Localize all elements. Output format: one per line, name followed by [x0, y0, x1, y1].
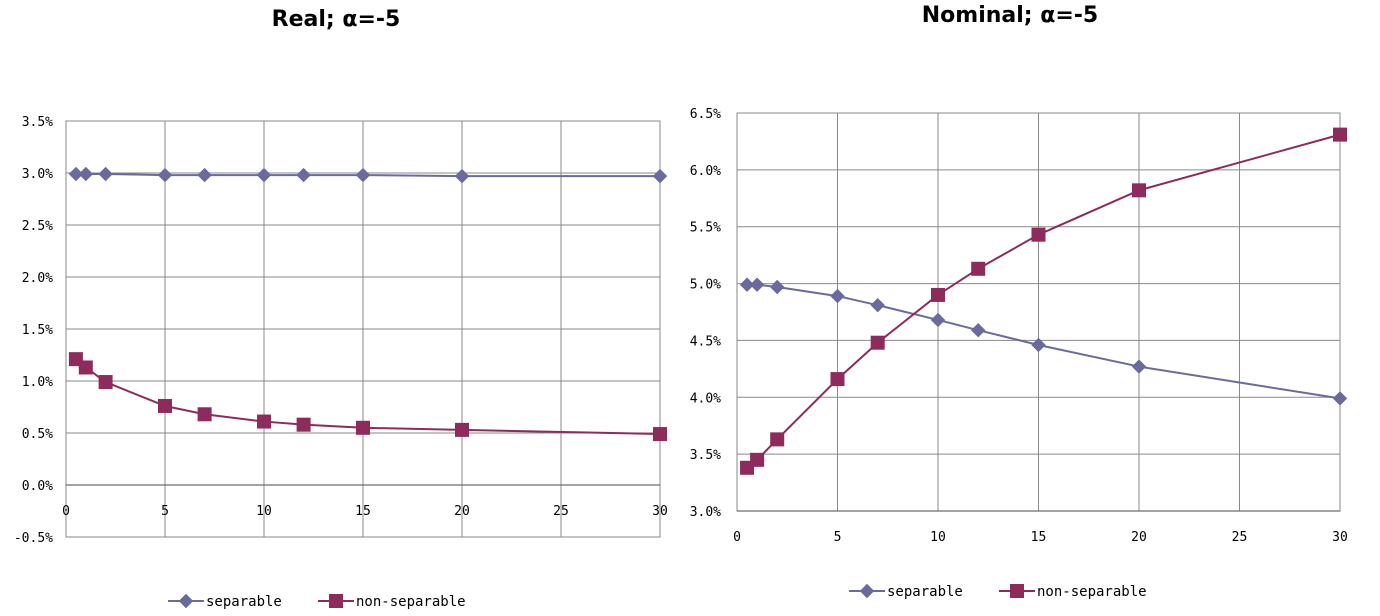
x-tick-label: 20: [1131, 530, 1147, 545]
legend-marker-square: [329, 594, 343, 608]
data-point-separable: [930, 312, 946, 328]
data-point-separable: [296, 167, 311, 183]
x-tick-label: 30: [1332, 530, 1348, 545]
data-point-separable: [870, 297, 885, 313]
y-tick-label: 6.0%: [690, 164, 721, 179]
y-tick-label: 4.5%: [690, 334, 721, 349]
data-point-non-separable: [770, 432, 785, 447]
x-tick-label: 0: [733, 530, 741, 545]
data-point-separable: [749, 277, 765, 292]
y-tick-label: 0.5%: [22, 427, 53, 442]
data-point-separable: [98, 166, 113, 182]
data-point-separable: [1131, 359, 1147, 374]
data-point-separable: [830, 288, 845, 304]
y-tick-label: 3.5%: [690, 448, 721, 463]
legend-item-non-separable: non-separable: [318, 594, 466, 610]
data-point-non-separable: [158, 398, 172, 413]
y-tick-label: 3.5%: [22, 115, 53, 130]
y-tick-label: 5.5%: [690, 221, 721, 236]
y-tick-label: 3.0%: [690, 505, 721, 520]
data-point-non-separable: [1031, 227, 1046, 242]
data-point-separable: [1031, 337, 1046, 353]
data-point-separable: [68, 166, 84, 182]
x-tick-label: 0: [62, 504, 70, 519]
data-point-separable: [652, 168, 668, 184]
series-separable: [739, 277, 1348, 406]
legend-label: non-separable: [356, 594, 466, 610]
data-point-non-separable: [830, 372, 845, 387]
legend-marker-diamond: [178, 593, 194, 609]
data-point-separable: [1332, 391, 1348, 406]
x-tick-label: 30: [652, 504, 668, 519]
x-tick-label: 5: [834, 530, 842, 545]
series-non-separable: [740, 127, 1347, 475]
x-tick-label: 15: [355, 504, 371, 519]
data-point-non-separable: [931, 287, 945, 302]
data-point-non-separable: [296, 417, 311, 432]
x-tick-label: 25: [1232, 530, 1248, 545]
x-tick-label: 10: [256, 504, 272, 519]
data-point-non-separable: [197, 407, 212, 422]
y-tick-label: 1.0%: [22, 375, 53, 390]
data-point-non-separable: [1333, 127, 1347, 142]
y-tick-label: 1.5%: [22, 323, 53, 338]
grid: [736, 112, 1341, 512]
x-tick-label: 10: [930, 530, 946, 545]
series-line-non-separable: [75, 358, 661, 436]
plot-area: [65, 120, 661, 538]
legend-item-non-separable: non-separable: [999, 584, 1147, 600]
legend-label: separable: [887, 584, 963, 600]
data-point-non-separable: [455, 422, 469, 437]
y-tick-label: 5.0%: [690, 278, 721, 293]
series-line-separable: [75, 173, 660, 178]
legend: separable non-separable: [168, 593, 466, 610]
data-point-non-separable: [1132, 183, 1146, 198]
data-point-non-separable: [78, 360, 93, 375]
y-tick-label: -0.5%: [14, 531, 53, 546]
legend-item-separable: separable: [849, 583, 963, 600]
legend-label: non-separable: [1037, 584, 1147, 600]
data-point-separable: [355, 167, 371, 183]
data-point-separable: [769, 279, 785, 295]
data-point-non-separable: [98, 375, 113, 390]
x-tick-label: 5: [161, 504, 169, 519]
y-tick-label: 6.5%: [690, 107, 721, 122]
legend-item-separable: separable: [168, 593, 282, 610]
x-tick-label: 20: [454, 504, 470, 519]
legend-marker-diamond: [859, 583, 875, 599]
grid: [65, 120, 661, 538]
data-point-non-separable: [971, 261, 986, 276]
y-tick-label: 0.0%: [22, 479, 53, 494]
data-point-non-separable: [750, 452, 765, 467]
y-tick-label: 4.0%: [690, 391, 721, 406]
series-line-non-separable: [746, 133, 1341, 469]
legend-marker-square: [1010, 584, 1024, 598]
data-point-separable: [78, 166, 94, 182]
data-point-separable: [739, 277, 755, 292]
y-tick-label: 2.5%: [22, 219, 53, 234]
series-non-separable: [68, 352, 667, 442]
data-point-non-separable: [870, 335, 885, 350]
data-point-non-separable: [653, 427, 667, 442]
chart-title: Nominal; α=-5: [922, 3, 1098, 28]
data-point-separable: [197, 167, 212, 183]
y-tick-label: 2.0%: [22, 271, 53, 286]
chart-1: Real; α=-5 0 5 10 15 20 25 30 -0.5% 0.0% 0.5% 1.0% 1…: [14, 7, 668, 610]
chart-2: Nominal; α=-5 0 5 10 15 20 25 30 3.0% 3.5% 4.0% 4.5…: [690, 3, 1348, 600]
legend-label: separable: [206, 594, 282, 610]
series-separable: [68, 166, 668, 184]
x-tick-label: 25: [553, 504, 569, 519]
data-point-separable: [454, 168, 470, 184]
chart-title: Real; α=-5: [272, 7, 401, 32]
data-point-separable: [157, 167, 173, 183]
legend: separable non-separable: [849, 583, 1147, 600]
series-line-separable: [747, 283, 1341, 400]
data-point-non-separable: [257, 414, 271, 429]
data-point-separable: [256, 167, 272, 183]
x-tick-label: 15: [1031, 530, 1047, 545]
data-point-non-separable: [356, 420, 370, 435]
y-tick-label: 3.0%: [22, 167, 53, 182]
data-point-separable: [970, 322, 986, 338]
